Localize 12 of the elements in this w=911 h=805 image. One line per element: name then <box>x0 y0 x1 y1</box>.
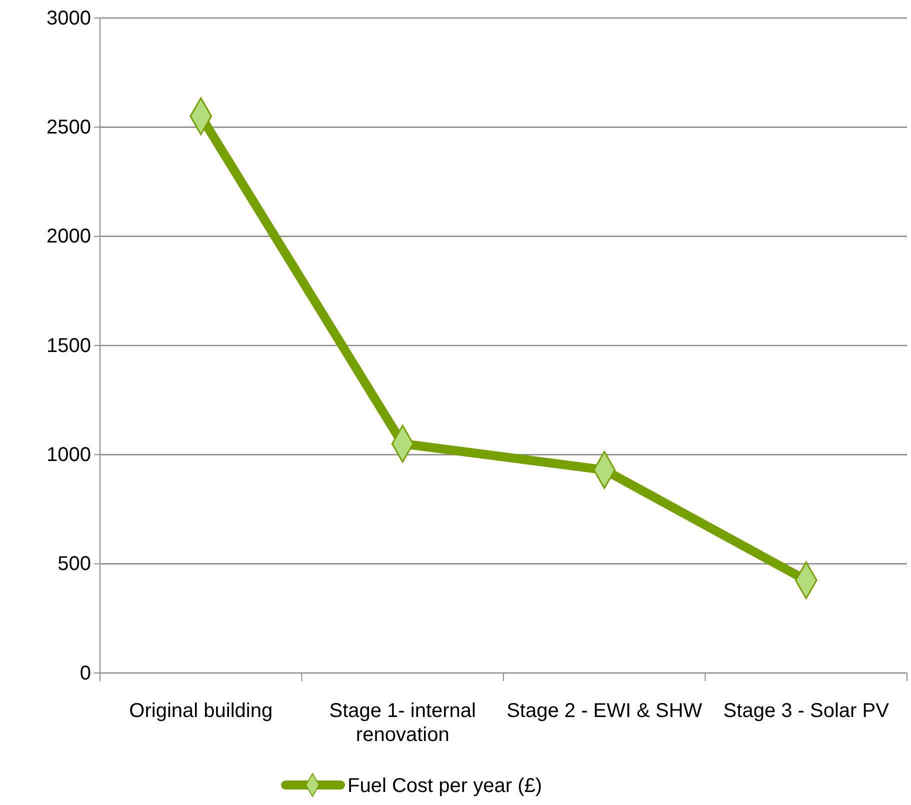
legend-label: Fuel Cost per year (£) <box>348 775 542 797</box>
x-tick-label: Stage 1- internal renovation <box>329 700 476 746</box>
y-tick-label: 2000 <box>46 226 91 248</box>
y-tick-label: 1000 <box>46 444 91 466</box>
y-tick-label: 500 <box>58 553 91 576</box>
y-tick-label: 2500 <box>46 116 91 139</box>
y-tick-label: 3000 <box>46 7 91 30</box>
y-tick-label: 0 <box>80 662 91 684</box>
x-tick-label: Stage 2 - EWI & SHW <box>506 700 702 722</box>
y-tick-label: 1500 <box>46 334 91 357</box>
x-tick-label: Original building <box>129 700 273 722</box>
x-tick-label: Stage 3 - Solar PV <box>723 700 890 722</box>
